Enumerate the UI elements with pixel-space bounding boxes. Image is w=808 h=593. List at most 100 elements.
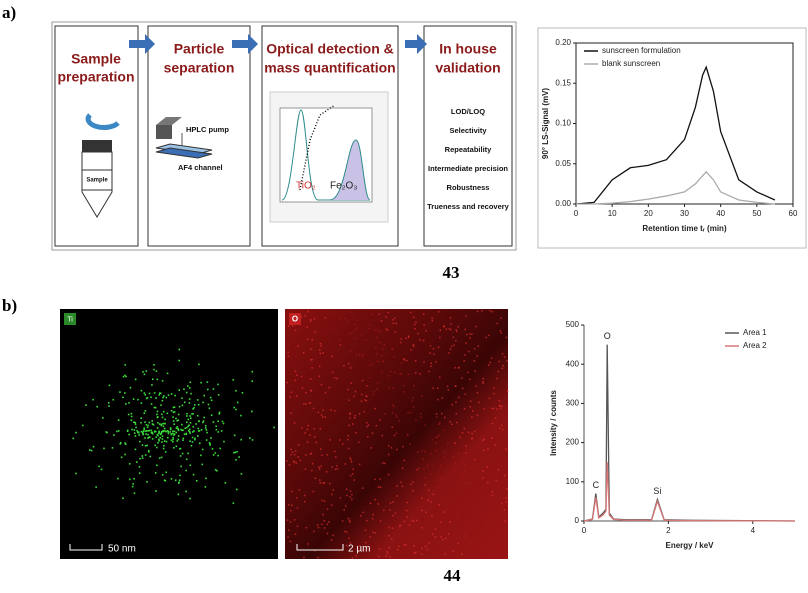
dot — [197, 427, 200, 430]
dot — [468, 540, 470, 542]
dot — [161, 435, 164, 438]
dot — [146, 426, 149, 429]
dot — [170, 433, 173, 436]
dot — [391, 538, 393, 540]
dot — [178, 359, 181, 362]
dot — [443, 511, 445, 513]
dot — [365, 395, 367, 397]
dot — [320, 414, 323, 416]
dot — [162, 430, 164, 432]
dot — [423, 450, 426, 453]
dot — [455, 329, 457, 331]
dot — [423, 361, 425, 363]
dot — [294, 329, 297, 332]
dot — [303, 494, 306, 497]
dot — [81, 424, 84, 427]
dot — [133, 432, 136, 434]
dot — [172, 411, 175, 414]
x-tick-label: 2 — [666, 526, 671, 535]
dot — [380, 330, 382, 332]
dot — [456, 518, 458, 520]
dot — [444, 480, 447, 483]
dot — [432, 347, 435, 350]
dot — [158, 431, 161, 434]
dot — [323, 482, 326, 484]
dot — [125, 375, 127, 378]
dot — [287, 355, 290, 357]
dot — [324, 391, 327, 394]
dot — [184, 427, 186, 429]
dot — [467, 371, 469, 374]
dot — [469, 400, 472, 403]
dot — [119, 391, 121, 393]
dot — [329, 439, 331, 441]
dot — [304, 432, 306, 434]
dot — [468, 482, 471, 484]
dot — [472, 477, 475, 480]
dot — [360, 400, 363, 403]
dot — [307, 338, 309, 341]
dot — [454, 486, 456, 489]
dot — [332, 489, 335, 491]
dot — [458, 515, 460, 517]
dot — [319, 349, 321, 352]
dot — [389, 509, 391, 511]
dot — [392, 501, 394, 503]
dot — [362, 487, 364, 489]
dot — [369, 502, 372, 505]
dot — [349, 413, 352, 415]
dot — [493, 387, 495, 389]
dot — [288, 529, 290, 532]
dot — [286, 381, 288, 384]
dot — [161, 399, 164, 402]
dot — [147, 437, 149, 439]
series-line — [583, 344, 796, 522]
dot — [143, 427, 145, 430]
dot — [439, 476, 442, 479]
dot — [200, 454, 202, 457]
dot — [495, 479, 497, 482]
dot — [143, 428, 146, 431]
dot — [351, 498, 353, 501]
dot — [404, 337, 407, 340]
dot — [407, 434, 409, 437]
dot — [188, 428, 191, 431]
dot — [173, 434, 175, 436]
dot — [492, 552, 495, 555]
dot — [163, 430, 166, 432]
dot — [175, 417, 177, 420]
dot — [410, 349, 412, 351]
dot — [448, 352, 450, 354]
dot — [321, 454, 323, 457]
dot — [145, 370, 148, 372]
series-line — [575, 65, 776, 205]
dot — [313, 428, 315, 430]
dot — [383, 462, 386, 465]
dot — [437, 480, 440, 482]
dot — [450, 323, 452, 325]
dot — [163, 440, 166, 442]
dot — [382, 348, 385, 351]
dot — [155, 490, 157, 492]
dot — [232, 502, 235, 504]
dot — [501, 428, 504, 431]
dot — [72, 437, 75, 440]
dot — [396, 495, 399, 497]
dot — [240, 414, 242, 417]
validation-item: LOD/LOQ — [451, 107, 485, 116]
dot — [458, 396, 460, 399]
dot — [160, 433, 162, 435]
dot — [352, 423, 354, 425]
dot — [492, 546, 494, 548]
dot — [177, 429, 180, 432]
dot — [169, 428, 172, 431]
dot — [150, 432, 153, 434]
dot — [398, 420, 400, 422]
dot — [194, 437, 196, 440]
dot — [151, 378, 154, 380]
dot — [388, 375, 390, 377]
dot — [307, 543, 309, 545]
dot — [142, 433, 144, 435]
dot — [249, 437, 251, 439]
dot — [475, 479, 478, 482]
